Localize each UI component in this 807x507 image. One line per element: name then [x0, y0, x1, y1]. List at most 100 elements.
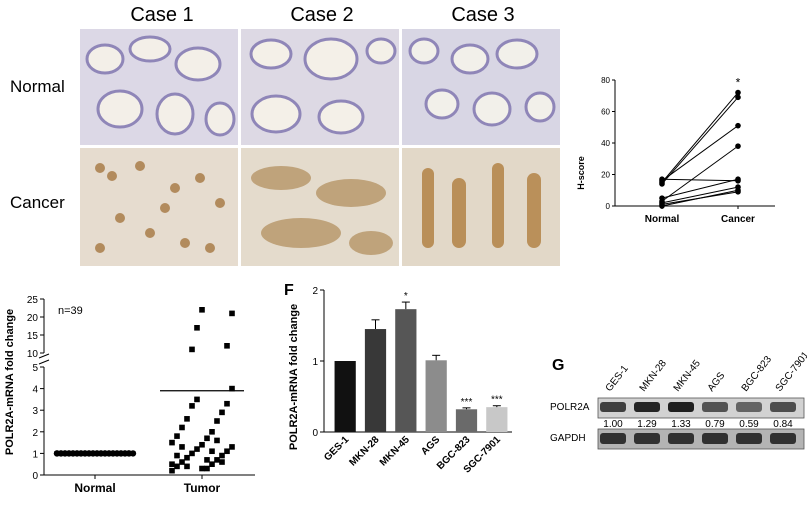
scatter-point-tumor [214, 437, 220, 444]
hscore-pair-line [661, 145, 739, 202]
blot-band-polr2a-lane [736, 402, 762, 412]
scatter-point-tumor [189, 403, 195, 409]
scatter-ylabel: POLR2A-mRNA fold change [4, 309, 16, 455]
hscore-xtick-normal: Normal [645, 214, 680, 225]
scatter-point-normal [125, 450, 133, 457]
blot-lane-label: BGC-823 [740, 354, 775, 394]
case-1-title: Case 1 [130, 4, 194, 26]
scatter-point-tumor [174, 463, 180, 470]
blot-ratio: 1.00 [603, 419, 623, 430]
hscore-significance: * [736, 75, 741, 89]
scatter-point-tumor [169, 439, 175, 446]
hscore-pair-line [661, 186, 739, 204]
blot-band-gapdh-lane [634, 433, 660, 444]
bar-mkn-45 [395, 309, 417, 432]
hscore-ytick-label: 0 [606, 202, 611, 211]
blot-ratio: 0.79 [705, 419, 725, 430]
scatter-axes: 0 1 2 3 4 5 10 15 20 25 [27, 295, 255, 482]
scatter-xtick-tumor: Tumor [184, 481, 221, 495]
blot-lane-labels: GES-1 MKN-28 MKN-45 AGS BGC-823 SGC-7901 [604, 349, 807, 393]
bar-sgc-7901 [486, 407, 508, 432]
hscore-ytick-label: 80 [601, 76, 610, 85]
scatter-point-tumor [194, 446, 200, 452]
bar-ags [425, 360, 447, 432]
scatter-point-tumor [224, 448, 230, 455]
blot-lane-label: MKN-28 [638, 358, 670, 394]
bar-ylabel: POLR2A-mRNA fold change [288, 304, 300, 450]
blot-band-polr2a-lane [600, 402, 626, 412]
blot-lane-label: GES-1 [604, 363, 631, 394]
scatter-xtick-normal: Normal [74, 481, 115, 495]
hscore-point-cancer [735, 189, 741, 195]
scatter-point-tumor [219, 409, 225, 416]
hscore-pair-line [661, 178, 739, 199]
panel-g-letter: G [552, 357, 565, 374]
bar-xtick-label: MKN-28 [348, 434, 382, 468]
bar-ytick-label: 1 [312, 357, 318, 368]
panel-f-letter: F [284, 282, 294, 299]
ihc-normal-case-3 [402, 29, 560, 145]
scatter-point-tumor [224, 400, 230, 407]
scatter-point-tumor [209, 429, 215, 435]
scatter-point-tumor [174, 433, 180, 439]
hscore-pair-line [661, 191, 739, 205]
bar-significance: *** [461, 397, 473, 408]
western-blot: GES-1 MKN-28 MKN-45 AGS BGC-823 SGC-7901 POLR… [550, 349, 807, 450]
scatter-point-tumor [214, 418, 220, 424]
hscore-point-cancer [735, 122, 741, 129]
hscore-ylabel: H-score [576, 156, 586, 190]
blot-ratio: 0.84 [773, 419, 793, 430]
bar-ges-1 [334, 361, 356, 432]
scatter-point-tumor [169, 467, 175, 474]
scatter-ytick-label: 1 [32, 449, 38, 460]
hscore-xtick-cancer: Cancer [721, 214, 755, 225]
scatter-point-tumor [229, 310, 235, 317]
scatter-ytick-label: 10 [27, 349, 39, 360]
blot-lane-label: AGS [706, 370, 728, 394]
blot-band-gapdh-lane [736, 433, 762, 444]
bar-xtick-label: MKN-45 [378, 434, 412, 468]
scatter-point-tumor [199, 465, 205, 472]
scatter-axis-break [38, 359, 50, 365]
scatter-ytick-label: 25 [27, 295, 39, 306]
bar-ytick-label: 0 [312, 428, 318, 439]
scatter-point-tumor [179, 444, 185, 450]
bar-xtick-label: AGS [419, 434, 442, 457]
scatter-point-tumor [199, 307, 205, 313]
bar-axes: 0 1 2 [312, 286, 512, 439]
scatter-point-tumor [194, 396, 200, 403]
scatter-point-tumor [229, 444, 235, 450]
bar-significance: * [404, 291, 408, 302]
blot-lane-label: SGC-7901 [774, 349, 807, 393]
scatter-point-tumor [224, 343, 230, 349]
hscore-pair-line [661, 96, 739, 185]
blot-band-gapdh-lane [668, 433, 694, 444]
scatter-ytick-label: 5 [32, 363, 38, 374]
scatter-point-tumor [219, 459, 225, 465]
scatter-point-tumor [199, 441, 205, 448]
scatter-point-tumor [179, 424, 185, 431]
blot-row-polr2a: POLR2A [550, 402, 590, 413]
scatter-point-tumor [184, 416, 190, 422]
scatter-ytick-label: 4 [32, 385, 38, 396]
ihc-cancer-case-3 [402, 148, 560, 266]
scatter-point-tumor [219, 452, 225, 459]
scatter-point-tumor [184, 454, 190, 461]
scatter-chart: 0 1 2 3 4 5 10 15 20 25 POLR2A-mRNA fold change n… [4, 295, 255, 495]
case-2-title: Case 2 [290, 4, 354, 26]
blot-ratio: 1.33 [671, 419, 691, 430]
bar-mkn-28 [364, 329, 387, 432]
blot-bands [600, 402, 796, 444]
hscore-ytick-label: 20 [601, 171, 610, 180]
ihc-cancer-case-2 [241, 148, 399, 266]
blot-band-polr2a-lane [770, 402, 796, 412]
scatter-axis-break [38, 353, 50, 359]
blot-band-polr2a-lane [702, 402, 728, 412]
scatter-ytick-label: 0 [32, 471, 38, 482]
scatter-point-tumor [189, 346, 195, 353]
scatter-point-tumor [214, 457, 220, 463]
blot-band-polr2a-lane [634, 402, 660, 412]
blot-ratio: 1.29 [637, 419, 657, 430]
